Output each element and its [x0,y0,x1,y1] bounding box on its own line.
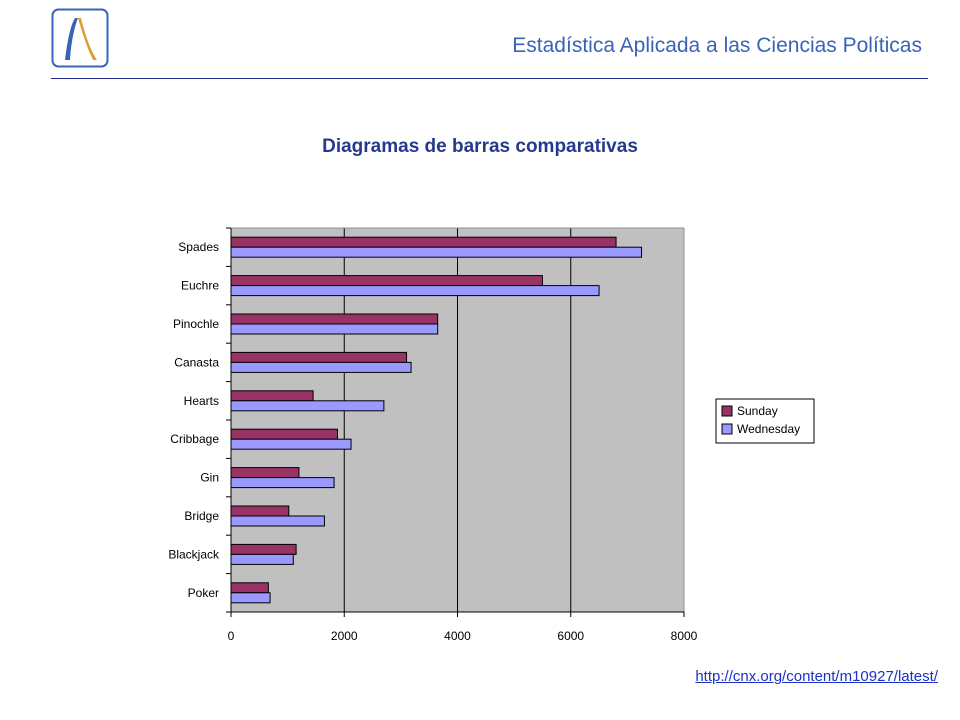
bar-wednesday-hearts [230,400,385,412]
category-label: Spades [178,240,219,254]
header-title: Estadística Aplicada a las Ciencias Polí… [512,34,922,57]
bar-sunday-poker [230,582,269,594]
bar-sunday-euchre [230,275,543,287]
category-label: Bridge [184,509,219,523]
bar-wednesday-cribbage [230,438,352,450]
x-tick-label: 8000 [671,629,698,643]
legend-label-sunday: Sunday [737,404,778,418]
bar-sunday-bridge [230,505,290,517]
category-label: Euchre [181,279,219,293]
bar-sunday-canasta [230,351,408,363]
x-tick-label: 2000 [331,629,358,643]
header-divider [51,78,928,79]
bar-wednesday-pinochle [230,323,439,335]
category-label: Poker [188,586,219,600]
source-link[interactable]: http://cnx.org/content/m10927/latest/ [695,668,938,685]
x-tick-label: 6000 [557,629,584,643]
category-label: Canasta [174,355,219,369]
logo-icon [51,8,109,68]
bar-sunday-spades [230,236,617,248]
legend-swatch-sunday [721,405,733,417]
legend-swatch-wednesday [721,423,733,435]
bar-wednesday-bridge [230,515,325,527]
x-tick-label: 4000 [444,629,471,643]
bar-sunday-hearts [230,390,314,402]
category-label: Cribbage [170,432,219,446]
category-label: Gin [200,471,219,485]
category-label: Pinochle [173,317,219,331]
bar-sunday-pinochle [230,313,439,325]
legend-label-wednesday: Wednesday [737,422,800,436]
bar-wednesday-gin [230,477,335,489]
bar-sunday-gin [230,467,300,479]
slide-title: Diagramas de barras comparativas [322,136,638,157]
bar-wednesday-canasta [230,361,412,373]
x-tick-label: 0 [228,629,235,643]
category-label: Hearts [184,394,219,408]
bar-wednesday-spades [230,246,643,258]
bar-sunday-cribbage [230,428,338,440]
bar-wednesday-poker [230,592,271,604]
category-label: Blackjack [168,547,220,561]
bar-wednesday-euchre [230,285,600,297]
bar-wednesday-blackjack [230,553,294,565]
bar-sunday-blackjack [230,543,297,555]
